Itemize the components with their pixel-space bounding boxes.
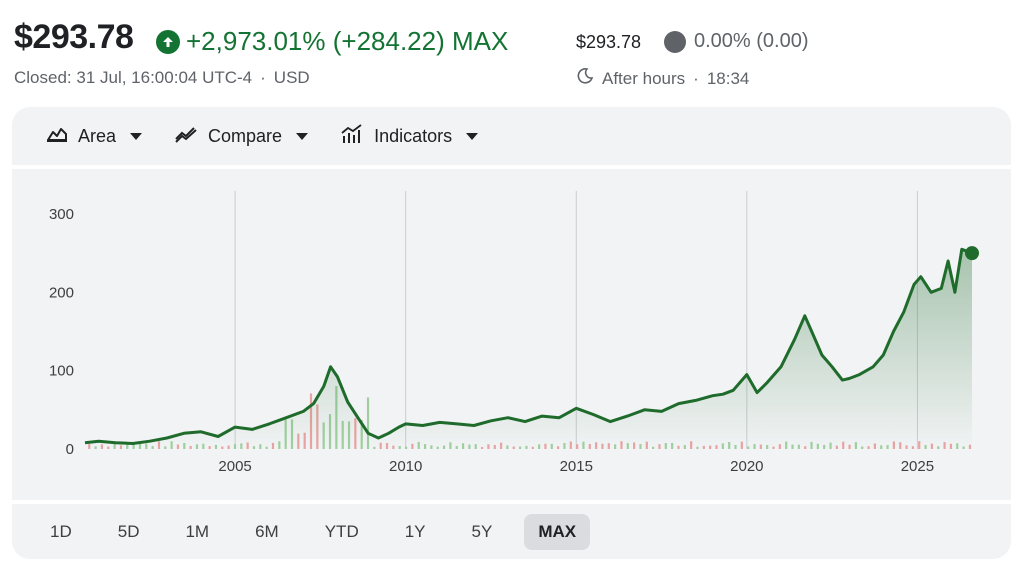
compare-button[interactable]: Compare xyxy=(174,125,309,148)
y-tick-label: 100 xyxy=(49,363,74,380)
area-chart-type-button[interactable]: Area xyxy=(46,125,143,148)
price-line xyxy=(84,247,973,445)
x-tick-label: 2020 xyxy=(730,458,763,475)
after-hours-time: 18:34 xyxy=(706,68,750,88)
x-tick-label: 2015 xyxy=(560,458,593,475)
price-chart[interactable]: 2005 2010 2015 2020 2025 0 100 200 300 xyxy=(12,169,1011,500)
indicators-button[interactable]: Indicators xyxy=(340,123,479,149)
range-ytd-button[interactable]: YTD xyxy=(324,521,359,541)
separator: · xyxy=(260,68,266,87)
compare-label: Compare xyxy=(208,125,283,146)
x-tick-label: 2025 xyxy=(901,458,934,475)
after-hours-price: $293.78 xyxy=(576,32,642,52)
closed-time: Closed: 31 Jul, 16:00:04 UTC-4 xyxy=(14,68,253,87)
indicators-icon xyxy=(340,123,364,149)
separator: · xyxy=(693,68,699,88)
area-label: Area xyxy=(78,125,117,146)
y-tick-label: 200 xyxy=(49,284,74,301)
range-5y-button[interactable]: 5Y xyxy=(471,521,493,541)
after-hours-change: 0.00% (0.00) xyxy=(664,30,809,53)
chart-toolbar: Area Compare Indicators xyxy=(12,107,1011,165)
range-5d-button[interactable]: 5D xyxy=(117,521,140,541)
after-hours-info: After hours · 18:34 xyxy=(576,67,749,90)
volume-bar xyxy=(366,397,370,449)
range-1m-button[interactable]: 1M xyxy=(185,521,210,541)
market-status: Closed: 31 Jul, 16:00:04 UTC-4 · USD xyxy=(14,68,310,88)
arrow-up-icon xyxy=(156,29,180,54)
y-tick-label: 0 xyxy=(66,441,74,458)
x-tick-label: 2005 xyxy=(218,458,251,475)
x-tick-label: 2010 xyxy=(389,458,422,475)
y-tick-label: 300 xyxy=(49,206,74,223)
latest-price-marker xyxy=(965,246,979,261)
range-1y-button[interactable]: 1Y xyxy=(404,521,426,541)
price-change: +2,973.01% (+284.22) MAX xyxy=(156,26,508,57)
range-max-button[interactable]: MAX xyxy=(524,513,591,550)
chart-panel: 2005 2010 2015 2020 2025 0 100 200 300 xyxy=(12,169,1011,500)
price-area-fill xyxy=(85,249,972,449)
area-chart-icon xyxy=(46,125,68,148)
range-selector: 1D 5D 1M 6M YTD 1Y 5Y MAX xyxy=(12,504,1011,559)
current-price: $293.78 xyxy=(14,18,134,56)
range-6m-button[interactable]: 6M xyxy=(255,521,279,541)
moon-icon xyxy=(576,67,594,90)
after-hours-change-text: 0.00% (0.00) xyxy=(694,30,809,52)
indicators-label: Indicators xyxy=(374,125,453,146)
neutral-dot-icon xyxy=(664,30,686,53)
quote-header: $293.78 +2,973.01% (+284.22) MAX Closed:… xyxy=(14,18,1024,98)
compare-icon xyxy=(174,125,198,148)
price-change-text: +2,973.01% (+284.22) MAX xyxy=(186,26,509,56)
after-hours-label: After hours xyxy=(602,68,686,88)
chevron-down-icon xyxy=(130,132,143,140)
range-1d-button[interactable]: 1D xyxy=(50,521,72,541)
chevron-down-icon xyxy=(296,132,309,140)
chevron-down-icon xyxy=(466,132,479,140)
currency: USD xyxy=(273,68,310,87)
